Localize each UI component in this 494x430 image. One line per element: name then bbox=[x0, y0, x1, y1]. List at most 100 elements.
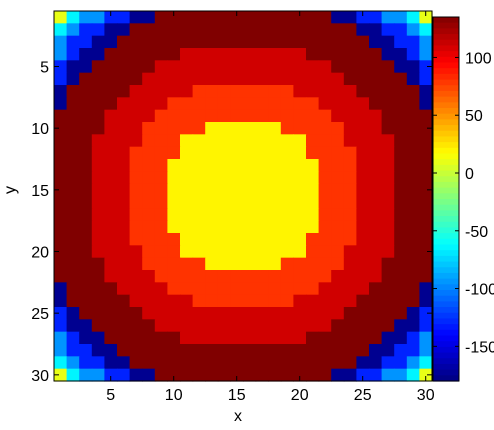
heatmap-cell bbox=[154, 35, 168, 49]
heatmap-cell bbox=[394, 282, 408, 296]
heatmap-cell bbox=[129, 208, 143, 222]
heatmap-cell bbox=[142, 109, 156, 123]
heatmap-cell bbox=[394, 171, 408, 185]
heatmap-cell bbox=[343, 307, 357, 320]
heatmap-cell bbox=[343, 356, 357, 370]
heatmap-cell bbox=[381, 282, 395, 296]
heatmap-cell bbox=[167, 171, 181, 185]
colorbar-band bbox=[433, 238, 459, 246]
heatmap-cell bbox=[79, 356, 93, 370]
heatmap-cell bbox=[79, 85, 93, 98]
heatmap-cell bbox=[356, 319, 370, 333]
heatmap-cell bbox=[381, 220, 395, 234]
heatmap-cell bbox=[192, 368, 206, 382]
heatmap-cell bbox=[306, 60, 320, 74]
heatmap-cell bbox=[381, 344, 395, 357]
heatmap-cell bbox=[180, 294, 194, 308]
heatmap-cell bbox=[79, 122, 93, 135]
heatmap-cell bbox=[343, 159, 357, 172]
heatmap-cell bbox=[280, 85, 294, 98]
heatmap-cell bbox=[331, 48, 345, 61]
heatmap-cell bbox=[180, 196, 194, 209]
heatmap-cell bbox=[394, 60, 408, 74]
colorbar-tick-label: -50 bbox=[465, 224, 488, 241]
heatmap-cell bbox=[381, 109, 395, 123]
y-tick-label: 10 bbox=[31, 121, 49, 138]
heatmap-cell bbox=[142, 257, 156, 271]
heatmap-cell bbox=[255, 97, 269, 111]
heatmap-cell bbox=[331, 307, 345, 320]
heatmap-cell bbox=[369, 60, 383, 74]
heatmap-cell bbox=[66, 134, 80, 148]
heatmap-cell bbox=[167, 183, 181, 197]
heatmap-cell bbox=[217, 109, 231, 123]
heatmap-cell bbox=[142, 356, 156, 370]
heatmap-cell bbox=[129, 307, 143, 320]
heatmap-cell bbox=[66, 319, 80, 333]
heatmap-cell bbox=[104, 270, 118, 283]
colorbar-band bbox=[433, 329, 459, 337]
heatmap-cell bbox=[66, 183, 80, 197]
heatmap-cell bbox=[104, 331, 118, 345]
heatmap-cell bbox=[369, 134, 383, 148]
heatmap-cell bbox=[167, 159, 181, 172]
heatmap-cell bbox=[142, 122, 156, 135]
heatmap-cell bbox=[117, 171, 131, 185]
heatmap-cell bbox=[331, 183, 345, 197]
heatmap-cell bbox=[280, 344, 294, 357]
heatmap-cell bbox=[318, 294, 332, 308]
heatmap-cell bbox=[117, 183, 131, 197]
heatmap-cell bbox=[318, 257, 332, 271]
heatmap-cell bbox=[268, 11, 282, 24]
heatmap-cell bbox=[180, 23, 194, 37]
heatmap-cell bbox=[343, 282, 357, 296]
heatmap-cell bbox=[306, 159, 320, 172]
heatmap-cell bbox=[356, 35, 370, 49]
heatmap-cell bbox=[142, 171, 156, 185]
heatmap-cell bbox=[343, 72, 357, 86]
heatmap-cell bbox=[154, 23, 168, 37]
heatmap-cell bbox=[217, 23, 231, 37]
colorbar-band bbox=[433, 278, 459, 285]
heatmap-cell bbox=[79, 72, 93, 86]
colorbar-frame bbox=[432, 16, 460, 382]
heatmap-cell bbox=[54, 23, 68, 37]
heatmap-cell bbox=[54, 245, 68, 259]
heatmap-cell bbox=[192, 282, 206, 296]
heatmap-cell bbox=[419, 319, 433, 333]
heatmap-cell bbox=[419, 97, 433, 111]
heatmap-cell bbox=[306, 72, 320, 86]
heatmap-cell bbox=[129, 134, 143, 148]
heatmap-cell bbox=[419, 122, 433, 135]
heatmap-cell bbox=[180, 146, 194, 160]
colorbar-band bbox=[433, 233, 459, 240]
heatmap-cell bbox=[104, 134, 118, 148]
heatmap-cell bbox=[331, 208, 345, 222]
heatmap-cell bbox=[91, 233, 105, 246]
heatmap-cell bbox=[331, 245, 345, 259]
heatmap-cell bbox=[280, 60, 294, 74]
heatmap-cell bbox=[104, 146, 118, 160]
heatmap-cell bbox=[268, 72, 282, 86]
heatmap-cell bbox=[154, 60, 168, 74]
heatmap-cell bbox=[167, 294, 181, 308]
heatmap-cell bbox=[419, 183, 433, 197]
heatmap-cell bbox=[419, 134, 433, 148]
heatmap-cell bbox=[381, 319, 395, 333]
heatmap-cell bbox=[255, 159, 269, 172]
heatmap-cell bbox=[79, 171, 93, 185]
heatmap-cell bbox=[230, 233, 244, 246]
colorbar-band bbox=[433, 284, 459, 291]
heatmap-cell bbox=[293, 294, 307, 308]
heatmap-cell bbox=[394, 85, 408, 98]
heatmap-cell bbox=[66, 196, 80, 209]
heatmap-cell bbox=[192, 245, 206, 259]
heatmap-cell bbox=[343, 368, 357, 382]
heatmap-cell bbox=[318, 344, 332, 357]
heatmap-cell bbox=[343, 208, 357, 222]
heatmap-cell bbox=[230, 220, 244, 234]
heatmap-cell bbox=[318, 319, 332, 333]
y-tick-label: 25 bbox=[31, 306, 49, 323]
heatmap-cell bbox=[192, 307, 206, 320]
colorbar-band bbox=[433, 170, 459, 177]
